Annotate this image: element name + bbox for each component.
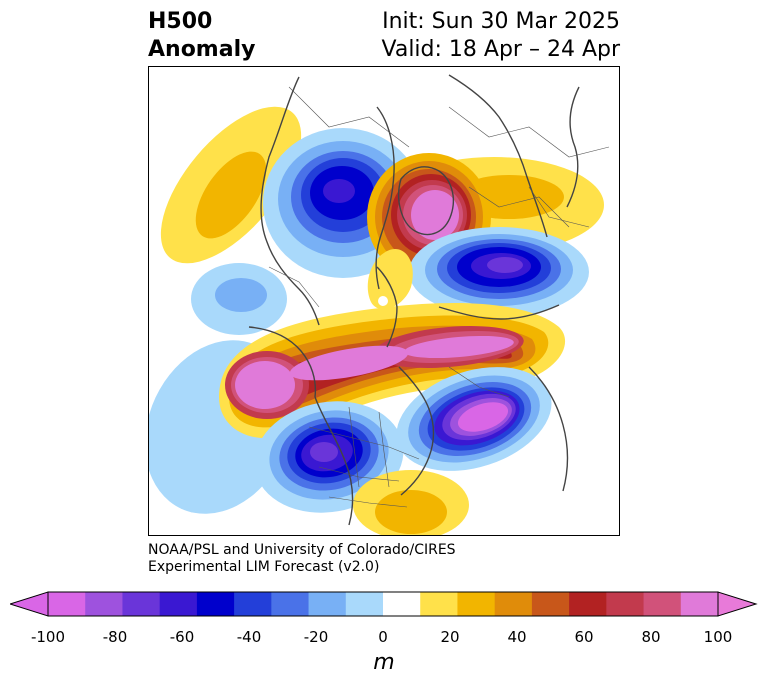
title-variable: H500 (148, 9, 213, 34)
colorbar-segment (159, 592, 198, 616)
positive-anomaly-northwest (160, 106, 302, 264)
colorbar-extend-high (717, 591, 758, 617)
title-type: Anomaly (148, 37, 256, 62)
colorbar-tick-label: 0 (378, 628, 388, 646)
colorbar (10, 591, 758, 617)
colorbar-segment (643, 592, 682, 616)
colorbar-segment (48, 592, 86, 616)
colorbar-segment (308, 592, 347, 616)
coastlines (248, 74, 580, 526)
colorbar-tick-label: 20 (440, 628, 460, 646)
north-pole-marker (378, 296, 388, 306)
colorbar-tick-label: 60 (574, 628, 594, 646)
colorbar-segment (457, 592, 496, 616)
colorbar-segment (85, 592, 123, 616)
colorbar-frame (47, 591, 719, 617)
colorbar-segment (606, 592, 645, 616)
colorbar-extend-low (10, 591, 49, 617)
init-date: Init: Sun 30 Mar 2025 (382, 9, 620, 34)
anomaly-map (148, 66, 620, 536)
valid-range: Valid: 18 Apr – 24 Apr (381, 37, 621, 62)
credit: NOAA/PSL and University of Colorado/CIRE… (148, 542, 456, 576)
credit-line-1: NOAA/PSL and University of Colorado/CIRE… (148, 542, 456, 558)
colorbar-segment (234, 592, 272, 616)
colorbar-unit: m (373, 650, 395, 675)
colorbar-segment (345, 592, 384, 616)
colorbar-tick-label: -80 (102, 628, 128, 646)
colorbar-tick-label: -60 (169, 628, 195, 646)
colorbar-tick-label: 40 (507, 628, 527, 646)
colorbar-tick-label: -100 (30, 628, 66, 646)
negative-anomaly-mediterranean (409, 227, 589, 317)
colorbar-segment (271, 592, 310, 616)
colorbar-segment (569, 592, 607, 616)
colorbar-segment (420, 592, 458, 616)
colorbar-segment (680, 592, 719, 616)
positive-anomaly-southeast (353, 470, 469, 535)
negative-anomaly-atlantic (396, 367, 552, 471)
colorbar-segment (531, 592, 570, 616)
colorbar-segment (383, 592, 421, 616)
colorbar-segment (122, 592, 161, 616)
colorbar-segment (494, 592, 533, 616)
colorbar-segment (196, 592, 235, 616)
forecast-dates: Init: Sun 30 Mar 2025 Valid: 18 Apr – 24… (382, 8, 621, 64)
colorbar-tick-label: -20 (303, 628, 329, 646)
map-canvas (149, 74, 610, 535)
colorbar-tick-label: 80 (641, 628, 661, 646)
credit-line-2: Experimental LIM Forecast (v2.0) (148, 559, 380, 575)
political-borders (268, 86, 610, 508)
map-title: H500 Anomaly (148, 8, 255, 64)
colorbar-tick-label: -40 (236, 628, 262, 646)
colorbar-tick-label: 100 (703, 628, 733, 646)
